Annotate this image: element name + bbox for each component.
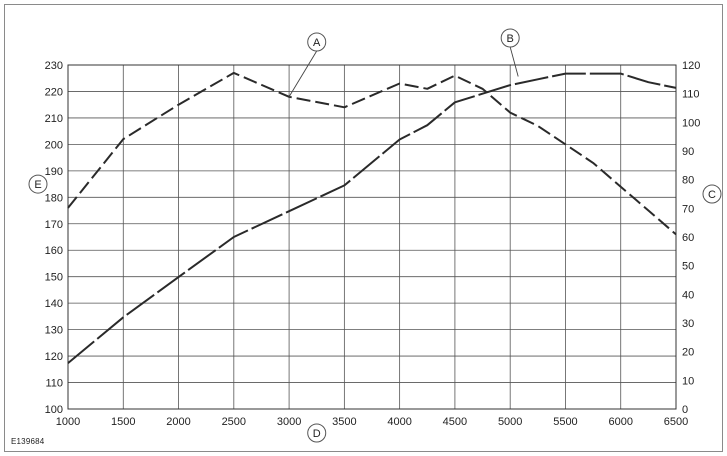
left-tick-label: 120 <box>45 351 63 363</box>
grid <box>67 64 677 410</box>
x-tick-label: 1500 <box>111 416 135 428</box>
series-A-line <box>67 71 677 236</box>
right-tick-label: 40 <box>682 289 694 301</box>
x-tick-label: 3500 <box>332 416 356 428</box>
left-tick-label: 140 <box>45 298 63 310</box>
callout-c-circle <box>702 184 722 204</box>
right-tick-label: 30 <box>682 318 694 330</box>
left-tick-label: 230 <box>45 60 63 72</box>
x-tick-label: 5000 <box>498 416 522 428</box>
left-tick-label: 100 <box>45 404 63 416</box>
callout-a-leader <box>288 50 318 97</box>
x-tick-label: 3000 <box>277 416 301 428</box>
figure-id: E139684 <box>11 437 45 446</box>
callouts: A B C D E <box>28 28 722 443</box>
right-tick-label: 50 <box>682 261 694 273</box>
callout-c-label: C <box>708 189 716 201</box>
left-tick-label: 160 <box>45 245 63 257</box>
callout-b-label: B <box>507 33 514 45</box>
callout-d-label: D <box>313 428 321 440</box>
callout-d-circle <box>307 423 327 443</box>
left-tick-label: 200 <box>45 139 63 151</box>
right-tick-label: 100 <box>682 117 700 129</box>
axes: 1000 1500 2000 2500 3000 3500 4000 4500 5000 5500… <box>45 60 701 428</box>
left-tick-label: 180 <box>45 192 63 204</box>
x-tick-label: 6000 <box>608 416 632 428</box>
right-tick-label: 0 <box>682 404 688 416</box>
right-tick-label: 80 <box>682 175 694 187</box>
callout-b-circle <box>500 28 520 48</box>
left-tick-label: 170 <box>45 219 63 231</box>
left-tick-label: 110 <box>45 378 63 390</box>
right-tick-label: 20 <box>682 347 694 359</box>
right-tick-label: 120 <box>682 60 700 72</box>
x-tick-label: 2000 <box>166 416 190 428</box>
left-tick-label: 150 <box>45 272 63 284</box>
left-tick-label: 130 <box>45 325 63 337</box>
figure-frame: 1000 1500 2000 2500 3000 3500 4000 4500 5000 5500… <box>4 4 723 452</box>
right-tick-label: 90 <box>682 146 694 158</box>
callout-e-circle <box>28 174 48 194</box>
callout-e-label: E <box>34 179 41 191</box>
series-layer <box>67 71 677 364</box>
x-tick-label: 4500 <box>443 416 467 428</box>
x-tick-label: 1000 <box>56 416 80 428</box>
x-tick-label: 4000 <box>387 416 411 428</box>
callout-b-leader <box>509 46 519 77</box>
left-tick-label: 210 <box>45 113 63 125</box>
x-tick-label: 6500 <box>664 416 688 428</box>
plot-border <box>67 64 677 410</box>
left-tick-label: 220 <box>45 86 63 98</box>
chart: 1000 1500 2000 2500 3000 3500 4000 4500 5000 5500… <box>28 28 722 443</box>
series-B-line <box>67 72 677 364</box>
x-tick-label: 2500 <box>222 416 246 428</box>
right-tick-label: 60 <box>682 232 694 244</box>
right-tick-label: 10 <box>682 375 694 387</box>
right-tick-label: 70 <box>682 203 694 215</box>
callout-a-circle <box>307 32 327 52</box>
left-tick-label: 190 <box>45 166 63 178</box>
right-tick-label: 110 <box>682 89 700 101</box>
x-tick-label: 5500 <box>553 416 577 428</box>
callout-a-label: A <box>313 37 321 49</box>
